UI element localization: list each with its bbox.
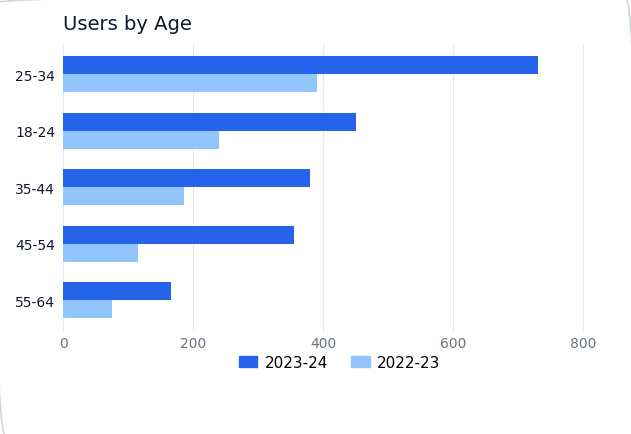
Bar (64, 188, 184, 206)
Bar (64, 301, 112, 319)
Bar (64, 132, 220, 149)
Bar (64, 244, 138, 262)
Bar (64, 113, 356, 132)
Bar (64, 170, 310, 188)
Bar (64, 57, 538, 75)
Bar (64, 283, 171, 301)
Bar (64, 226, 294, 244)
Text: Users by Age: Users by Age (64, 15, 192, 34)
Bar (64, 75, 317, 93)
Legend: 2023-24, 2022-23: 2023-24, 2022-23 (233, 349, 447, 376)
